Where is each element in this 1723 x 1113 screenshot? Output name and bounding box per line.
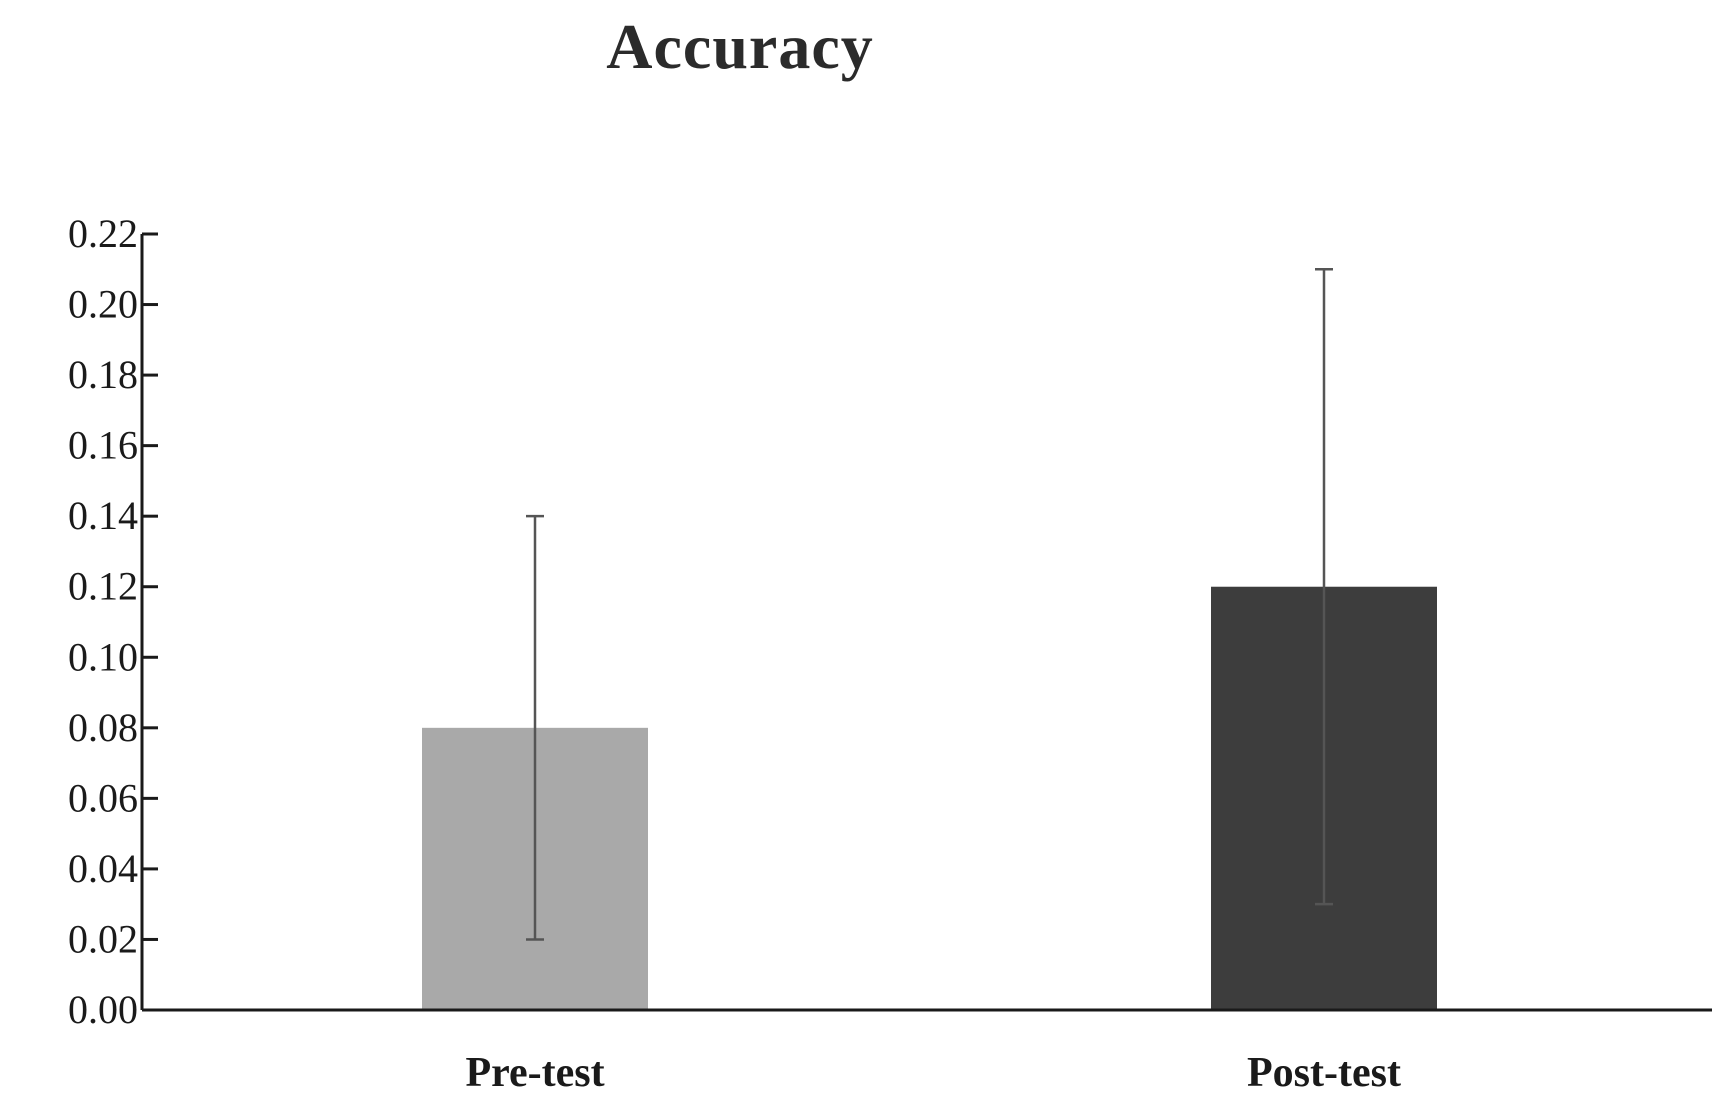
y-tick-label: 0.08 (68, 705, 138, 750)
y-tick-label: 0.18 (68, 352, 138, 397)
x-axis: Pre-test Post-test (142, 1008, 1712, 1096)
y-tick-label: 0.22 (68, 211, 138, 256)
y-tick-label: 0.14 (68, 493, 138, 538)
y-tick-label: 0.10 (68, 634, 138, 679)
y-tick-label: 0.12 (68, 564, 138, 609)
y-tick-label: 0.04 (68, 846, 138, 891)
y-tick-label: 0.16 (68, 423, 138, 468)
y-tick-label: 0.20 (68, 282, 138, 327)
y-tick-label: 0.00 (68, 987, 138, 1032)
y-tick-label: 0.06 (68, 775, 138, 820)
y-axis: 0.00 0.02 0.04 0.06 0.08 0.10 0.12 0.14 0.16 0.18… (68, 211, 158, 1032)
x-category-label: Post-test (1247, 1050, 1401, 1096)
bars (422, 586, 1437, 1010)
chart-title: Accuracy (606, 11, 873, 82)
x-category-label: Pre-test (465, 1050, 604, 1096)
error-bars (526, 268, 1333, 941)
y-tick-label: 0.02 (68, 916, 138, 961)
